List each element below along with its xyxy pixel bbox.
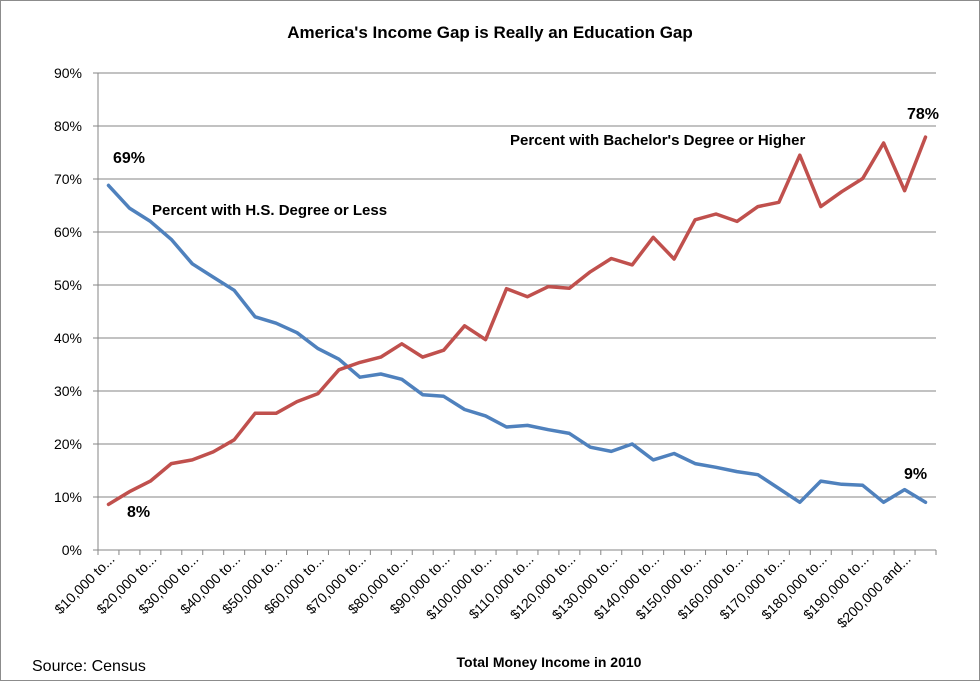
hs-end-label: 9% [904,466,927,483]
y-tick-label: 0% [62,542,82,558]
x-tick-label: $200,000 and... [834,551,914,631]
series-lines [106,135,928,507]
hs-start-label: 69% [113,150,145,167]
y-tick-label: 20% [54,436,82,452]
y-tick-label: 30% [54,383,82,399]
y-tick-label: 70% [54,171,82,187]
x-axis-label: Total Money Income in 2010 [457,654,642,670]
y-tick-label: 40% [54,330,82,346]
y-axis-ticks: 0% 10% 20% 30% 40% 50% 60% 70% 80% 90% [54,65,98,558]
y-tick-label: 50% [54,277,82,293]
y-tick-label: 10% [54,489,82,505]
hs-series-label: Percent with H.S. Degree or Less [152,202,387,219]
y-tick-label: 60% [54,224,82,240]
ba-end-label: 78% [907,106,939,123]
hs-degree-line [106,183,928,505]
y-tick-label: 80% [54,118,82,134]
ba-start-label: 8% [127,504,150,521]
chart-title: America's Income Gap is Really an Educat… [287,23,693,42]
ba-series-label: Percent with Bachelor's Degree or Higher [510,132,805,149]
gridlines [98,72,936,498]
source-note: Source: Census [32,658,146,675]
bachelors-degree-line [106,135,928,507]
x-axis-ticks: $10,000 to...$20,000 to...$30,000 to...$… [51,550,937,631]
y-tick-label: 90% [54,65,82,81]
